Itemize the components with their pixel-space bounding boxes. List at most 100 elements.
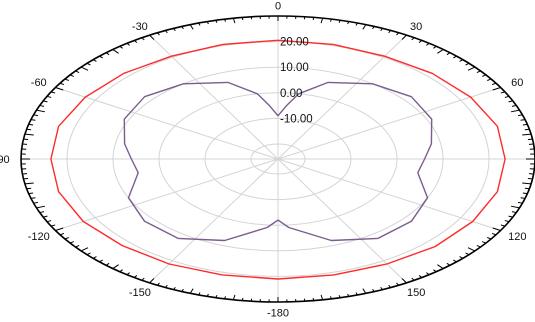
angle-tick <box>141 277 145 281</box>
radial-tick-label: 20.00 <box>280 37 309 49</box>
angle-tick <box>39 211 45 214</box>
angle-tick <box>347 293 350 297</box>
angle-tick <box>418 40 423 43</box>
angle-tick <box>46 220 52 223</box>
angle-tick <box>92 59 97 62</box>
angle-tick <box>524 187 530 190</box>
angle-tick <box>149 34 155 40</box>
angle-tick <box>487 78 492 81</box>
angle-tick <box>411 37 415 41</box>
angle-tick <box>28 123 34 126</box>
angle-tick <box>64 78 69 81</box>
angle-tick <box>69 241 75 244</box>
angle-tick <box>75 70 80 74</box>
angle-tick <box>86 252 91 256</box>
grid-spoke <box>277 158 501 231</box>
angle-tick <box>64 237 69 240</box>
angle-tick <box>517 114 523 117</box>
angle-tick <box>119 45 123 49</box>
angle-tick <box>232 294 236 300</box>
angle-tick-label: -120 <box>28 231 50 243</box>
angle-tick <box>36 109 46 113</box>
angle-tick <box>189 24 194 30</box>
angle-tick <box>126 272 130 276</box>
angle-tick <box>55 87 64 91</box>
angle-tick <box>446 262 451 266</box>
angle-tick <box>426 272 430 276</box>
angle-tick <box>69 74 75 77</box>
angle-tick <box>522 123 528 126</box>
angle-tick <box>388 30 392 34</box>
angle-tick <box>522 192 528 195</box>
angle-tick <box>215 20 218 23</box>
angle-tick <box>510 205 520 209</box>
angle-tick <box>26 128 32 131</box>
angle-tick <box>524 128 530 131</box>
angle-tick <box>75 244 80 248</box>
angle-tick <box>173 28 176 32</box>
angle-tick <box>28 192 34 195</box>
angle-tick <box>500 91 506 94</box>
series-line-1 <box>50 39 506 280</box>
angle-ticks <box>21 16 535 302</box>
angle-tick <box>418 275 423 278</box>
angle-tick <box>481 74 487 77</box>
angle-tick <box>330 18 332 22</box>
angle-tick <box>504 95 510 98</box>
angle-tick <box>80 66 89 71</box>
angle-tick <box>33 201 39 204</box>
angle-tick <box>388 284 392 288</box>
grid-spoke <box>277 158 407 284</box>
angle-tick <box>241 297 244 301</box>
angle-tick <box>520 197 526 199</box>
angle-tick <box>241 17 244 21</box>
angle-tick <box>465 62 470 66</box>
angle-tick <box>112 49 119 54</box>
angle-tick <box>437 264 444 269</box>
angle-tick <box>510 109 520 113</box>
angle-tick <box>372 26 375 30</box>
angle-tick <box>476 70 481 74</box>
angle-tick <box>33 114 39 117</box>
angle-tick <box>411 277 415 281</box>
angle-tick-label: 0 <box>275 0 281 12</box>
angle-tick-label: -30 <box>132 21 148 33</box>
angle-tick <box>492 227 501 231</box>
angle-tick-label: -150 <box>129 287 151 299</box>
angle-tick-label: -90 <box>0 154 10 166</box>
angle-tick <box>338 20 341 23</box>
angle-tick <box>380 28 383 32</box>
angle-tick <box>396 282 400 286</box>
angle-tick <box>99 55 103 59</box>
angle-tick <box>522 133 532 136</box>
angle-tick <box>43 100 48 103</box>
angle-tick <box>232 18 236 24</box>
angle-tick <box>198 22 201 26</box>
angle-tick <box>26 187 32 190</box>
angle-tick <box>164 30 168 34</box>
angle-tick <box>59 232 65 236</box>
angle-tick <box>355 292 358 296</box>
angle-tick <box>105 262 110 266</box>
angle-tick <box>467 66 476 71</box>
angle-tick <box>459 59 464 62</box>
angle-tick <box>224 296 226 300</box>
angle-tick <box>24 133 34 136</box>
angle-tick <box>133 275 138 278</box>
angle-tick <box>59 82 65 86</box>
angle-tick <box>433 45 437 49</box>
angle-tick <box>126 42 130 46</box>
angle-tick <box>92 256 97 259</box>
angle-tick <box>522 182 532 185</box>
angle-tick <box>30 197 36 199</box>
angle-tick <box>362 288 367 294</box>
angle-tick <box>198 292 201 296</box>
angle-tick <box>491 232 497 236</box>
angle-tick-label: 60 <box>511 77 523 89</box>
angle-tick <box>224 18 226 22</box>
grid-spoke <box>55 87 279 160</box>
angle-tick <box>312 17 315 21</box>
angle-tick <box>508 100 513 103</box>
angle-tick <box>173 286 176 290</box>
